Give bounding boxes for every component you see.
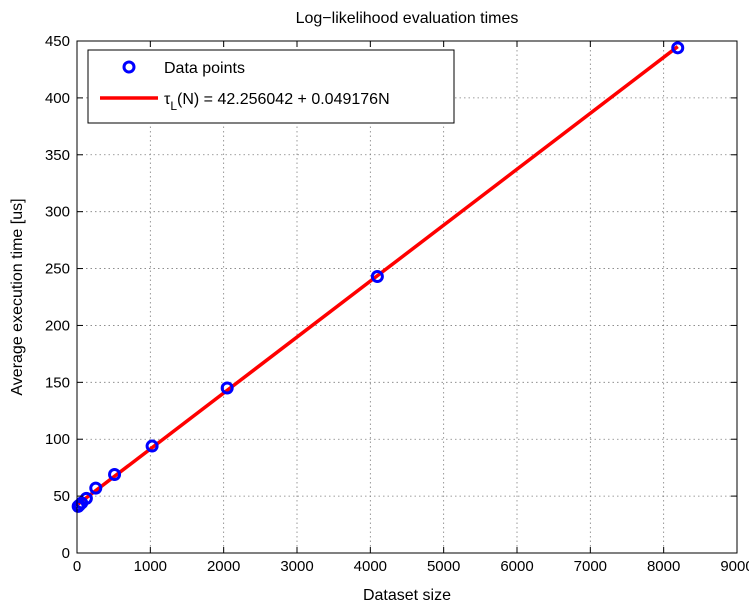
x-tick-label: 0 xyxy=(73,558,81,575)
y-tick-label: 0 xyxy=(62,545,70,562)
fit-line-series xyxy=(77,45,679,506)
legend-tau: τ xyxy=(164,91,171,108)
y-tick-label: 450 xyxy=(45,33,70,50)
x-tick-label: 5000 xyxy=(427,558,460,575)
x-tick-label: 3000 xyxy=(280,558,313,575)
legend-marker-data-points xyxy=(122,60,136,74)
legend-box xyxy=(87,49,455,124)
data-point xyxy=(145,439,159,453)
legend-label-data-points: Data points xyxy=(164,60,245,77)
x-tick-label: 2000 xyxy=(207,558,240,575)
data-point xyxy=(72,498,86,512)
data-point xyxy=(370,270,384,284)
data-point xyxy=(220,381,234,395)
y-tick-label: 200 xyxy=(45,317,70,334)
legend: Data points τL(N) = 42.256042 + 0.049176… xyxy=(87,49,455,124)
data-point xyxy=(79,491,93,505)
legend-fit-formula: (N) = 42.256042 + 0.049176N xyxy=(177,91,390,108)
y-tick-label: 50 xyxy=(53,488,70,505)
y-axis-title: Average execution time [us] xyxy=(9,198,26,395)
plot-area xyxy=(77,41,737,553)
y-tick-label: 250 xyxy=(45,261,70,278)
x-tick-label: 7000 xyxy=(574,558,607,575)
y-tick-label: 100 xyxy=(45,431,70,448)
legend-tau-subscript: L xyxy=(170,99,177,113)
y-tick-label: 300 xyxy=(45,204,70,221)
x-tick-label: 8000 xyxy=(647,558,680,575)
y-tick-label: 350 xyxy=(45,147,70,164)
chart-title: Log−likelihood evaluation times xyxy=(296,10,519,27)
x-tick-label: 1000 xyxy=(134,558,167,575)
fit-line xyxy=(77,45,679,506)
data-point xyxy=(89,481,103,495)
grid xyxy=(77,41,737,553)
x-tick-label: 4000 xyxy=(354,558,387,575)
y-tick-label: 400 xyxy=(45,90,70,107)
y-tick-label: 150 xyxy=(45,374,70,391)
data-point xyxy=(108,467,122,481)
legend-label-fit: τL(N) = 42.256042 + 0.049176N xyxy=(164,91,390,113)
axes-box xyxy=(76,40,738,554)
x-axis-title: Dataset size xyxy=(363,587,451,603)
data-point xyxy=(671,41,685,55)
x-tick-label: 6000 xyxy=(500,558,533,575)
